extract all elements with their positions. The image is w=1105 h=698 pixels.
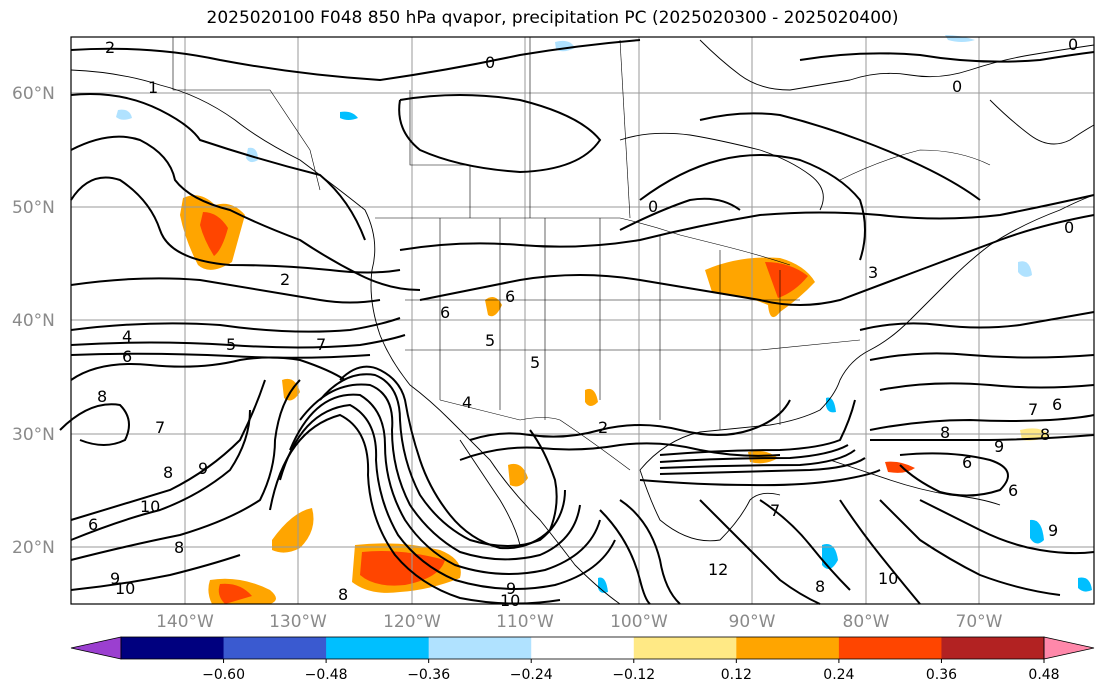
contour-label: 0: [952, 77, 962, 96]
contour-label: 2: [598, 418, 608, 437]
lon-label: 70°W: [956, 612, 1003, 632]
contour-label: 0: [1068, 35, 1078, 54]
contour-label: 5: [485, 331, 495, 350]
longitude-labels: 140°W 130°W 120°W 110°W 100°W 90°W 80°W …: [156, 612, 1003, 632]
contour-label: 10: [878, 569, 898, 588]
contour-label: 5: [530, 353, 540, 372]
colorbar-swatch: [326, 637, 430, 659]
contour-label: 7: [770, 501, 780, 520]
colorbar-tick-label: −0.48: [305, 667, 348, 683]
map-title: 2025020100 F048 850 hPa qvapor, precipit…: [206, 8, 899, 28]
borders: [172, 37, 991, 471]
contour-label: 8: [97, 387, 107, 406]
contour-label: 4: [122, 327, 132, 346]
colorbar-swatch: [428, 637, 532, 659]
colorbar-tick-label: −0.60: [202, 667, 245, 683]
lon-label: 130°W: [269, 612, 327, 632]
colorbar-tick-label: −0.24: [510, 667, 553, 683]
contour-label: 8: [1040, 425, 1050, 444]
contour-label: 9: [198, 459, 208, 478]
colorbar-tick-label: 0.12: [721, 667, 752, 683]
contour-label: 6: [440, 303, 450, 322]
contour-label: 7: [155, 418, 165, 437]
colorbar: −0.60 −0.48 −0.36 −0.24 −0.12 0.12 0.24 0.36 0.4…: [70, 636, 1095, 683]
contour-label: 0: [648, 197, 658, 216]
precip-shading: [116, 35, 1092, 604]
contour-label: 10: [140, 497, 160, 516]
colorbar-swatch: [736, 637, 840, 659]
contour-label: 6: [1008, 481, 1018, 500]
qvapor-contours: [59, 39, 1095, 605]
colorbar-tick-label: 0.24: [823, 667, 854, 683]
contour-label: 8: [163, 463, 173, 482]
lat-label: 40°N: [12, 311, 55, 331]
lat-label: 50°N: [12, 198, 55, 218]
lon-label: 90°W: [729, 612, 776, 632]
colorbar-extension-high: [1043, 636, 1095, 660]
colorbar-swatch: [838, 637, 942, 659]
contour-label: 0: [1064, 218, 1074, 237]
latitude-labels: 60°N 50°N 40°N 30°N 20°N: [12, 84, 55, 558]
contour-label: 9: [506, 579, 516, 598]
contour-label: 9: [110, 569, 120, 588]
colorbar-tick-label: −0.12: [612, 667, 655, 683]
contour-label: 9: [1048, 521, 1058, 540]
colorbar-swatch: [223, 637, 327, 659]
colorbar-tick-label: 0.36: [926, 667, 957, 683]
lon-label: 140°W: [156, 612, 214, 632]
colorbar-swatch: [531, 637, 635, 659]
lon-label: 100°W: [610, 612, 668, 632]
contour-label: 3: [868, 263, 878, 282]
contour-label: 5: [226, 335, 236, 354]
contour-label: 6: [122, 347, 132, 366]
contour-labels: 2 0 1 0 0 0 0 2 4 5 6 7 6 5 5 4 6 8 7 8 …: [88, 35, 1078, 610]
lon-label: 110°W: [496, 612, 554, 632]
contour-label: 4: [462, 393, 472, 412]
colorbar-extension-low: [70, 636, 122, 660]
contour-label: 6: [88, 515, 98, 534]
contour-label: 7: [1028, 400, 1038, 419]
lat-label: 30°N: [12, 425, 55, 445]
contour-label: 9: [994, 437, 1004, 456]
contour-label: 12: [708, 560, 728, 579]
contour-label: 8: [815, 577, 825, 596]
contour-label: 6: [505, 287, 515, 306]
contour-label: 8: [338, 585, 348, 604]
colorbar-swatch: [633, 637, 737, 659]
contour-label: 8: [940, 423, 950, 442]
colorbar-swatch: [121, 637, 225, 659]
colorbar-swatch: [941, 637, 1045, 659]
colorbar-frame: [120, 636, 1045, 660]
lon-label: 80°W: [843, 612, 890, 632]
lat-label: 20°N: [12, 538, 55, 558]
map-panel: 2 0 1 0 0 0 0 2 4 5 6 7 6 5 5 4 6 8 7 8 …: [59, 35, 1095, 610]
lat-label: 60°N: [12, 84, 55, 104]
contour-label: 10: [115, 579, 135, 598]
colorbar-tick-label: 0.48: [1028, 667, 1059, 683]
contour-label: 10: [500, 591, 520, 610]
contour-label: 6: [1052, 395, 1062, 414]
contour-label: 6: [962, 453, 972, 472]
contour-label: 0: [485, 53, 495, 72]
contour-label: 1: [148, 78, 158, 97]
contour-label: 7: [316, 335, 326, 354]
lon-label: 120°W: [383, 612, 441, 632]
colorbar-tick-label: −0.36: [407, 667, 450, 683]
contour-label: 8: [174, 538, 184, 557]
contour-label: 2: [105, 38, 115, 57]
contour-label: 2: [280, 270, 290, 289]
map-frame: [70, 36, 1095, 605]
